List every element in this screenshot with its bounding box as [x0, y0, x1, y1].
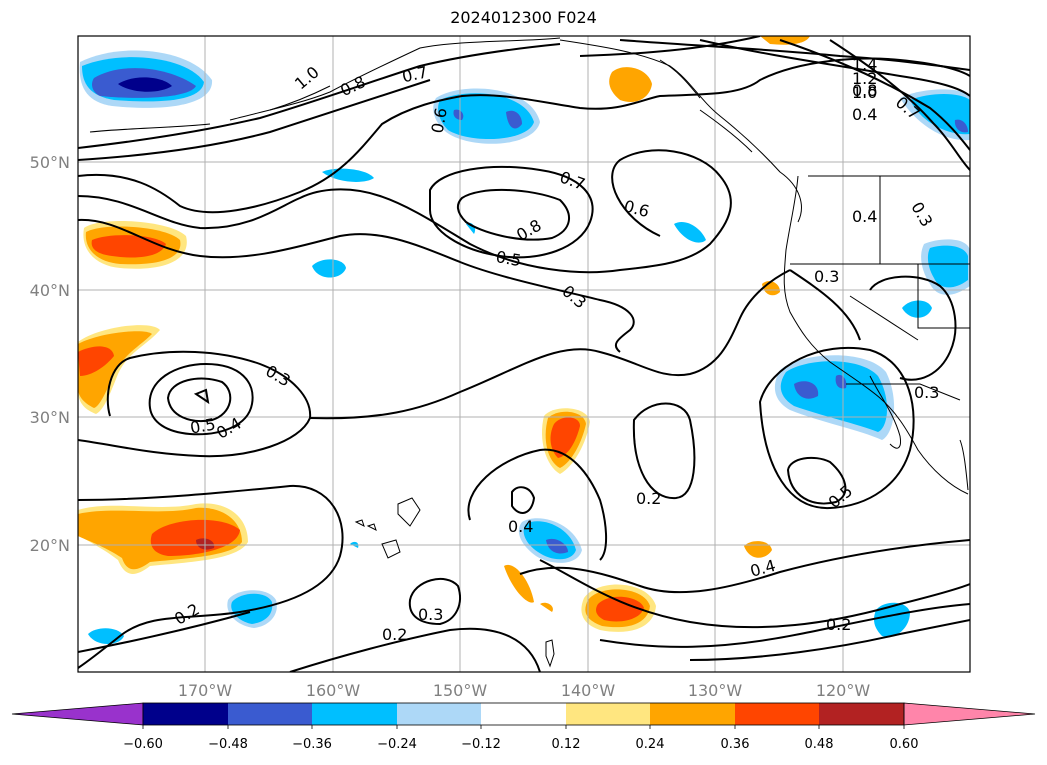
- colorbar-label: 0.36: [721, 737, 750, 752]
- colorbar-label: −0.36: [292, 737, 332, 752]
- colorbar-bin: [566, 703, 650, 725]
- contour-label: 1.2: [852, 69, 877, 88]
- lon-label-150w: 150°W: [433, 681, 488, 700]
- lon-label-130w: 130°W: [688, 681, 743, 700]
- colorbar-label: −0.12: [461, 737, 501, 752]
- contour-label: 0.5: [189, 414, 217, 437]
- contour-label: 0.6: [428, 106, 451, 134]
- lon-label-170w: 170°W: [178, 681, 233, 700]
- colorbar-bin: [481, 703, 566, 725]
- lat-label-40n: 40°N: [30, 281, 70, 300]
- contour-label: 0.3: [814, 267, 839, 286]
- contour-label: 0.4: [508, 517, 533, 536]
- colorbar-label: −0.24: [377, 737, 417, 752]
- contour-label: 0.2: [826, 615, 851, 634]
- colorbar-extend-high: [903, 702, 1036, 726]
- contour-labels: 1.0 0.8 0.7 0.6 1.4 1.2 1.0 0.8 0.7 0.4 …: [171, 55, 939, 644]
- longitude-labels: 170°W 160°W 150°W 140°W 130°W 120°W: [178, 681, 871, 700]
- colorbar-label: 0.60: [890, 737, 919, 752]
- lon-label-120w: 120°W: [816, 681, 871, 700]
- contour-label: 0.7: [400, 62, 429, 86]
- contour-label: 0.4: [852, 105, 877, 124]
- colorbar-label: 0.24: [636, 737, 665, 752]
- contour-label: 1.0: [852, 83, 877, 102]
- contour-label: 0.2: [636, 489, 661, 508]
- colorbar-bin: [819, 703, 904, 725]
- colorbar-bin: [735, 703, 819, 725]
- contour-label: 0.3: [914, 383, 939, 402]
- contour-label: 0.2: [382, 625, 407, 644]
- colorbar-label: 0.12: [552, 737, 581, 752]
- contour-lines: [78, 36, 970, 672]
- contour-label: 0.4: [852, 207, 877, 226]
- colorbar-bin: [650, 703, 735, 725]
- lon-label-160w: 160°W: [306, 681, 361, 700]
- latitude-labels: 50°N 40°N 30°N 20°N: [30, 153, 70, 555]
- colorbar-label: −0.48: [208, 737, 248, 752]
- colorbar-label: 0.48: [805, 737, 834, 752]
- contour-label: 0.8: [852, 81, 877, 100]
- grid-lines: [78, 36, 970, 672]
- lat-label-30n: 30°N: [30, 408, 70, 427]
- map-title: 2024012300 F024: [450, 8, 597, 27]
- contour-label: 0.5: [494, 247, 522, 270]
- contour-label: 0.3: [418, 605, 443, 624]
- map-border: [77, 35, 971, 673]
- lat-label-20n: 20°N: [30, 536, 70, 555]
- colorbar-bin: [312, 703, 397, 725]
- colorbar-bin: [228, 703, 312, 725]
- colorbar-bin: [397, 703, 481, 725]
- colorbar-label: −0.60: [123, 737, 163, 752]
- colorbar: −0.60 −0.48 −0.36 −0.24 −0.12 0.12 0.24 …: [11, 702, 1036, 752]
- contour-label: 1.4: [852, 55, 877, 74]
- lat-label-50n: 50°N: [30, 153, 70, 172]
- colorbar-bin: [143, 703, 228, 725]
- colorbar-extend-low: [11, 702, 144, 726]
- lon-label-140w: 140°W: [561, 681, 616, 700]
